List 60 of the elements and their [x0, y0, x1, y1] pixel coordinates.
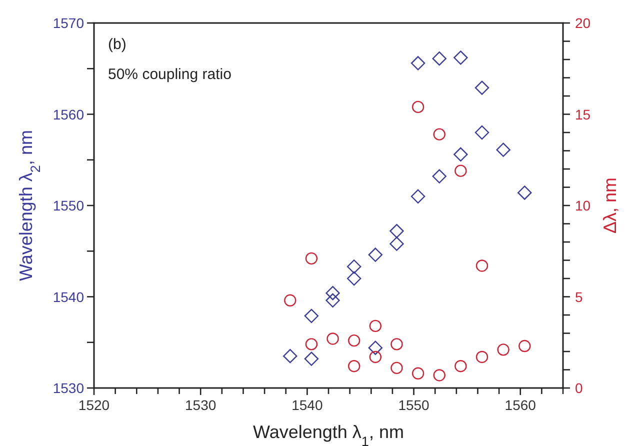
point: [305, 252, 318, 265]
point: [433, 369, 446, 382]
x-tick-label: 1530: [185, 397, 216, 413]
y-tick-label: 1560: [52, 106, 84, 122]
point: [390, 362, 403, 374]
point: [390, 338, 403, 350]
y2-tick-label: 10: [575, 198, 591, 214]
point: [326, 293, 340, 308]
y2-tick-label: 5: [575, 288, 583, 305]
y-tick-label: 1530: [52, 380, 84, 396]
y-tick-label: 1550: [52, 198, 84, 214]
annotation: 50% coupling ratio: [108, 66, 232, 83]
point: [474, 80, 490, 95]
point: [518, 340, 531, 352]
point: [433, 128, 446, 140]
x-tick-label: 1550: [398, 397, 430, 413]
point: [497, 344, 510, 356]
point: [348, 334, 360, 347]
point: [474, 125, 490, 140]
x-axis-title: Wavelength λ$_{1}$, nm: [253, 422, 404, 446]
point: [326, 286, 340, 300]
x-tick-label: 1540: [292, 397, 323, 413]
point: [496, 142, 510, 157]
y-tick-label: 1540: [52, 288, 84, 305]
point: [476, 350, 488, 364]
x-tick-label: 1560: [504, 397, 536, 413]
y2-axis-title: Δλ, nm: [600, 177, 620, 234]
point: [454, 360, 467, 372]
point: [326, 332, 339, 345]
point: [390, 224, 404, 238]
y2-tick-label: 15: [575, 106, 591, 122]
y-tick-label: 1570: [52, 15, 84, 31]
point: [369, 350, 382, 364]
point: [476, 260, 488, 272]
point: [304, 352, 319, 366]
point: [454, 147, 468, 162]
y2-tick-label: 0: [575, 380, 583, 396]
point: [410, 189, 426, 204]
point: [432, 169, 446, 184]
point: [346, 271, 362, 286]
point: [346, 260, 362, 274]
point: [518, 186, 532, 200]
point: [284, 294, 296, 306]
point: [368, 248, 382, 262]
point: [410, 56, 426, 70]
point: [305, 338, 318, 350]
y2-tick-label: 20: [575, 15, 591, 31]
point: [390, 236, 404, 251]
point: [454, 50, 468, 65]
point: [454, 164, 467, 177]
point: [304, 308, 319, 324]
point: [432, 51, 446, 66]
point: [369, 320, 382, 332]
point: [348, 360, 360, 372]
point: [412, 367, 424, 380]
x-tick-label: 1520: [78, 397, 110, 413]
annotation: (b): [108, 36, 126, 53]
point: [368, 340, 382, 355]
point: [283, 348, 298, 364]
point: [412, 100, 424, 114]
